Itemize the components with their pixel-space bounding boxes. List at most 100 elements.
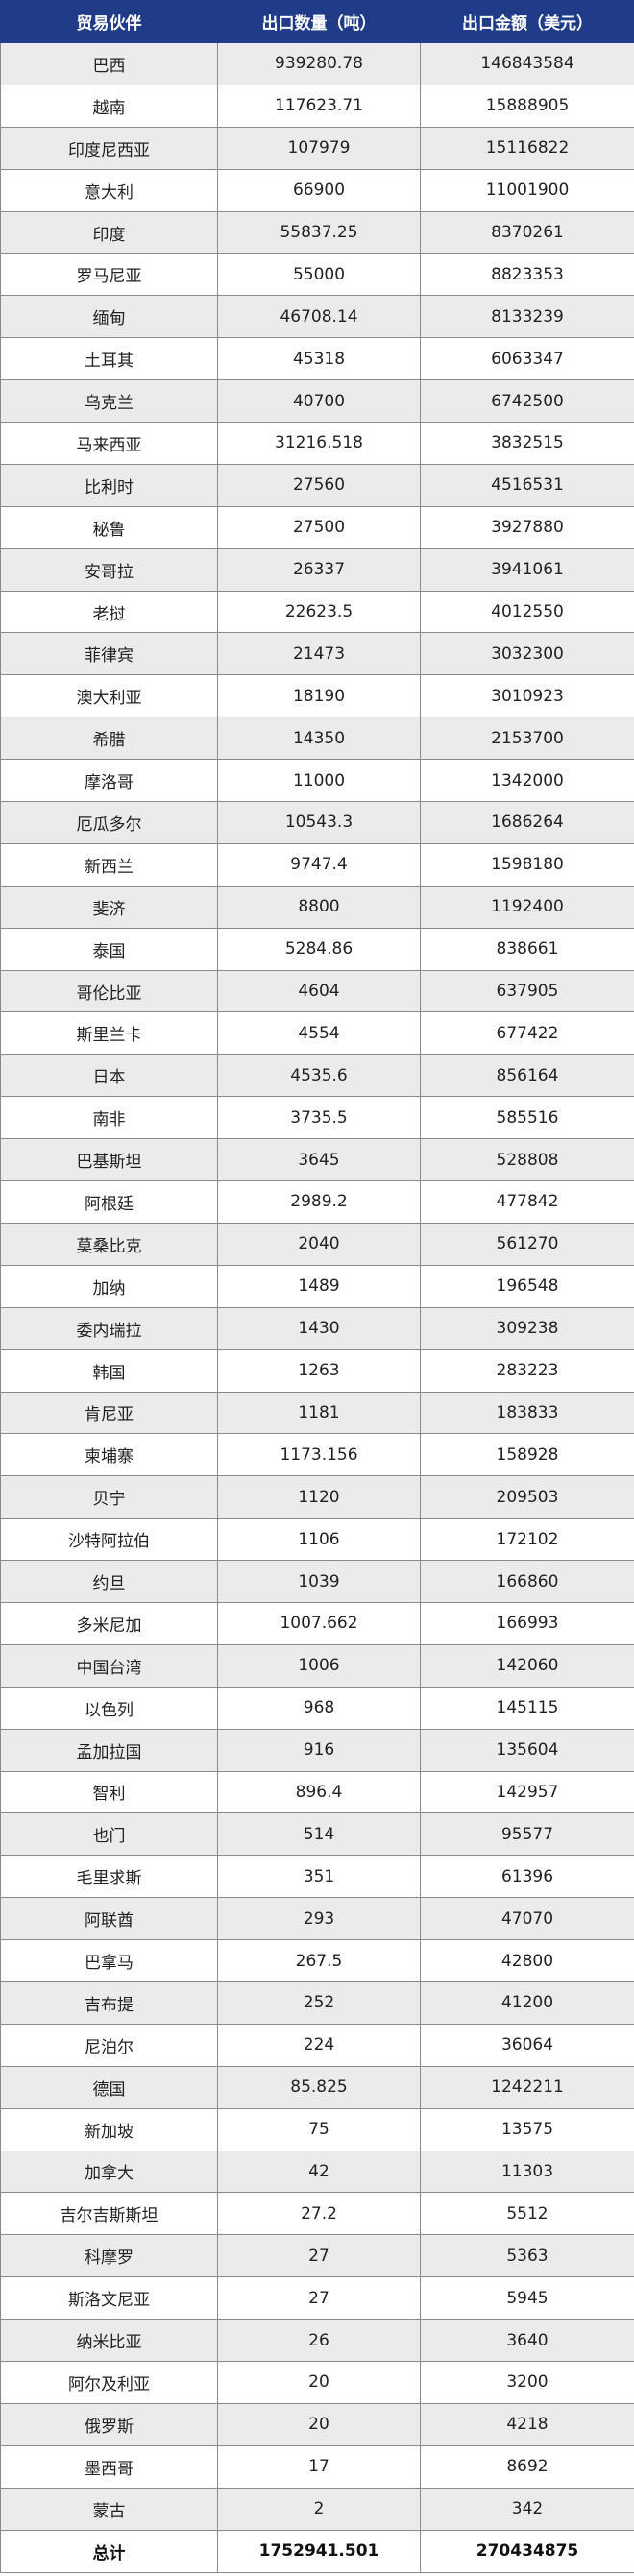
table-row: 孟加拉国 916 135604 [0, 1728, 634, 1772]
partner-cell: 墨西哥 [0, 2444, 218, 2489]
partner-cell: 加拿大 [0, 2150, 218, 2194]
table-row: 马来西亚 31216.518 3832515 [0, 422, 634, 465]
amount-cell: 3032300 [420, 632, 634, 676]
quantity-cell: 31216.518 [217, 422, 421, 465]
table-row: 新西兰 9747.4 1598180 [0, 842, 634, 887]
partner-cell: 秘鲁 [0, 505, 218, 549]
quantity-cell: 1106 [217, 1518, 421, 1562]
amount-cell: 6742500 [420, 379, 634, 424]
amount-cell: 41200 [420, 1981, 634, 2025]
quantity-cell: 3645 [217, 1138, 421, 1182]
amount-cell: 637905 [420, 969, 634, 1013]
table-row: 新加坡 75 13575 [0, 2107, 634, 2151]
quantity-cell: 1430 [217, 1306, 421, 1350]
amount-cell: 677422 [420, 1011, 634, 1056]
amount-cell: 8133239 [420, 295, 634, 339]
partner-cell: 菲律宾 [0, 632, 218, 676]
quantity-cell: 1173.156 [217, 1433, 421, 1477]
table-row: 纳米比亚 26 3640 [0, 2319, 634, 2362]
quantity-cell: 4554 [217, 1011, 421, 1056]
amount-cell: 3927880 [420, 505, 634, 549]
total-quantity: 1752941.501 [217, 2529, 421, 2573]
partner-cell: 沙特阿拉伯 [0, 1518, 218, 1562]
amount-cell: 15116822 [420, 126, 634, 170]
amount-cell: 36064 [420, 2023, 634, 2067]
table-row: 智利 896.4 142957 [0, 1770, 634, 1814]
table-row: 乌克兰 40700 6742500 [0, 379, 634, 424]
amount-cell: 8692 [420, 2444, 634, 2489]
amount-cell: 3941061 [420, 547, 634, 592]
quantity-cell: 2 [217, 2487, 421, 2531]
table-row: 沙特阿拉伯 1106 172102 [0, 1518, 634, 1562]
table-row: 澳大利亚 18190 3010923 [0, 674, 634, 718]
table-row: 巴西 939280.78 146843584 [0, 42, 634, 85]
partner-cell: 印度尼西亚 [0, 126, 218, 170]
table-row: 哥伦比亚 4604 637905 [0, 969, 634, 1013]
partner-cell: 比利时 [0, 463, 218, 507]
quantity-cell: 4604 [217, 969, 421, 1013]
quantity-cell: 1006 [217, 1643, 421, 1688]
partner-cell: 摩洛哥 [0, 759, 218, 803]
quantity-cell: 514 [217, 1812, 421, 1857]
amount-cell: 528808 [420, 1138, 634, 1182]
quantity-cell: 293 [217, 1897, 421, 1941]
table-row: 土耳其 45318 6063347 [0, 337, 634, 381]
table-row: 柬埔寨 1173.156 158928 [0, 1433, 634, 1477]
quantity-cell: 75 [217, 2107, 421, 2151]
amount-cell: 196548 [420, 1264, 634, 1308]
partner-cell: 阿根廷 [0, 1180, 218, 1224]
table-row: 贝宁 1120 209503 [0, 1475, 634, 1519]
quantity-cell: 14350 [217, 717, 421, 761]
table-row: 南非 3735.5 585516 [0, 1096, 634, 1140]
amount-cell: 15888905 [420, 84, 634, 128]
amount-cell: 1242211 [420, 2065, 634, 2109]
quantity-cell: 2040 [217, 1222, 421, 1266]
table-row: 巴基斯坦 3645 528808 [0, 1138, 634, 1182]
amount-cell: 5363 [420, 2234, 634, 2278]
table-row: 意大利 66900 11001900 [0, 168, 634, 212]
table-row: 委内瑞拉 1430 309238 [0, 1306, 634, 1350]
table-row: 肯尼亚 1181 183833 [0, 1391, 634, 1435]
table-row: 巴拿马 267.5 42800 [0, 1939, 634, 1982]
quantity-cell: 4535.6 [217, 1054, 421, 1098]
table-row: 菲律宾 21473 3032300 [0, 632, 634, 676]
partner-cell: 老挝 [0, 590, 218, 634]
amount-cell: 145115 [420, 1686, 634, 1730]
quantity-cell: 20 [217, 2360, 421, 2404]
quantity-cell: 939280.78 [217, 42, 421, 85]
header-amount: 出口金额（美元） [420, 0, 634, 43]
amount-cell: 2153700 [420, 717, 634, 761]
quantity-cell: 55000 [217, 253, 421, 297]
amount-cell: 1686264 [420, 801, 634, 844]
amount-cell: 209503 [420, 1475, 634, 1519]
partner-cell: 土耳其 [0, 337, 218, 381]
table-row: 斐济 8800 1192400 [0, 885, 634, 929]
partner-cell: 新加坡 [0, 2107, 218, 2151]
quantity-cell: 267.5 [217, 1939, 421, 1982]
amount-cell: 47070 [420, 1897, 634, 1941]
amount-cell: 342 [420, 2487, 634, 2531]
table-header: 贸易伙伴 出口数量（吨） 出口金额（美元） [0, 0, 634, 43]
table-row: 阿联酋 293 47070 [0, 1897, 634, 1941]
partner-cell: 南非 [0, 1096, 218, 1140]
partner-cell: 巴拿马 [0, 1939, 218, 1982]
amount-cell: 172102 [420, 1518, 634, 1562]
partner-cell: 巴基斯坦 [0, 1138, 218, 1182]
quantity-cell: 1263 [217, 1349, 421, 1393]
amount-cell: 309238 [420, 1306, 634, 1350]
partner-cell: 希腊 [0, 717, 218, 761]
table-row: 厄瓜多尔 10543.3 1686264 [0, 801, 634, 844]
table-row: 俄罗斯 20 4218 [0, 2402, 634, 2446]
partner-cell: 新西兰 [0, 842, 218, 887]
partner-cell: 泰国 [0, 927, 218, 971]
quantity-cell: 5284.86 [217, 927, 421, 971]
partner-cell: 意大利 [0, 168, 218, 212]
amount-cell: 5512 [420, 2192, 634, 2236]
amount-cell: 561270 [420, 1222, 634, 1266]
partner-cell: 斐济 [0, 885, 218, 929]
quantity-cell: 1007.662 [217, 1601, 421, 1645]
amount-cell: 8823353 [420, 253, 634, 297]
amount-cell: 3200 [420, 2360, 634, 2404]
partner-cell: 日本 [0, 1054, 218, 1098]
